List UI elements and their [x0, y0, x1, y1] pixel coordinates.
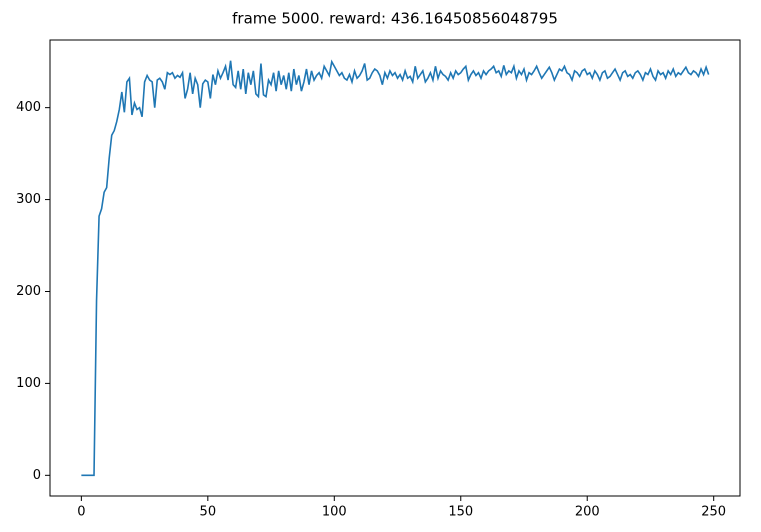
y-tick-label: 100 — [16, 376, 41, 391]
y-tick-label: 300 — [16, 192, 41, 207]
y-tick-label: 400 — [16, 100, 41, 115]
x-tick-label: 50 — [200, 505, 217, 520]
x-tick-label: 100 — [322, 505, 347, 520]
x-tick-label: 200 — [575, 505, 600, 520]
chart-title: frame 5000. reward: 436.16450856048795 — [232, 10, 558, 28]
y-tick-label: 200 — [16, 284, 41, 299]
plot-frame — [49, 39, 741, 497]
y-tick-label: 0 — [33, 468, 41, 483]
x-tick-label: 250 — [701, 505, 726, 520]
line-series — [81, 59, 710, 477]
x-tick-label: 0 — [77, 505, 85, 520]
x-tick-label: 150 — [448, 505, 473, 520]
